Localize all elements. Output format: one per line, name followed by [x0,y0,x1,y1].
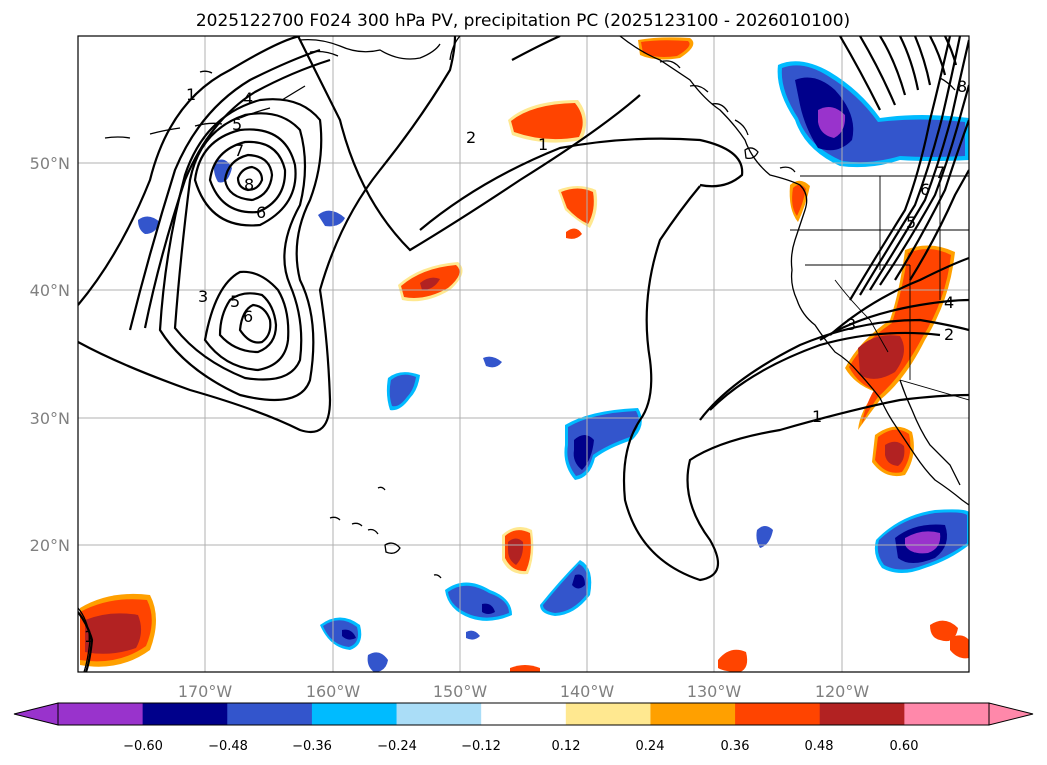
colorbar-tick: 0.60 [890,739,919,754]
colorbar-cell [481,703,567,725]
contour-label: 2 [466,128,476,147]
coastlines [78,36,969,672]
colorbar-cell [650,703,736,725]
colorbar-tick: −0.24 [377,739,417,754]
contour-label: 6 [920,180,930,199]
contour-label: 5 [906,213,916,232]
colorbar-tick: −0.60 [123,739,163,754]
colorbar-extend-low-outline [13,702,59,726]
colorbar-tick: 0.12 [552,739,581,754]
colorbar-extend-high-outline [988,702,1034,726]
contour-label: 5 [232,115,242,134]
contour-label: 6 [243,307,253,326]
precip-negative-areas [138,61,969,672]
pv-contours [78,36,969,672]
colorbar-tick: 0.36 [721,739,750,754]
colorbar-cell [58,703,144,725]
contour-label: 1 [538,135,548,154]
contour-label: 1 [84,627,94,646]
contour-label: 8 [244,175,254,194]
lon-label: 130°W [687,682,742,701]
colorbar-cell [227,703,313,725]
lon-label: 170°W [178,682,233,701]
contour-label: 8 [957,77,967,96]
contour-label: 4 [243,89,253,108]
colorbar-cell [311,703,398,725]
colorbar-cell [565,703,651,725]
map-frame [77,35,970,673]
colorbar-cell [142,703,228,725]
contour-label: 7 [234,141,244,160]
lat-label: 50°N [30,154,70,173]
colorbar-tick: 0.24 [636,739,665,754]
contour-labels: 1 4 5 7 8 6 3 5 6 2 1 3 4 2 1 6 5 7 8 1 [84,77,967,646]
colorbar-extend-high [989,703,1033,725]
colorbar-extend-low [14,703,58,725]
contour-label: 1 [812,407,822,426]
contour-label: 4 [944,293,954,312]
contour-label: 3 [846,315,856,334]
longitude-labels: 170°W 160°W 150°W 140°W 130°W 120°W [178,682,870,701]
colorbar-cell [904,703,990,725]
lon-label: 150°W [433,682,488,701]
colorbar-cell [396,703,482,725]
lat-label: 30°N [30,409,70,428]
contour-label: 3 [198,287,208,306]
latitude-labels: 50°N 40°N 30°N 20°N [30,154,70,555]
colorbar-tick: −0.12 [461,739,501,754]
colorbar-tick: −0.36 [292,739,332,754]
map-title: 2025122700 F024 300 hPa PV, precipitatio… [196,11,850,31]
lon-label: 120°W [815,682,870,701]
lat-label: 40°N [30,281,70,300]
lat-label: 20°N [30,536,70,555]
contour-label: 7 [935,163,945,182]
contour-label: 1 [186,85,196,104]
lon-label: 140°W [560,682,615,701]
colorbar-tick: −0.48 [208,739,248,754]
contour-label: 2 [944,325,954,344]
contour-label: 5 [230,292,240,311]
colorbar: −0.60 −0.48 −0.36 −0.24 −0.12 0.12 0.24 … [13,702,1034,754]
colorbar-cell [819,703,905,725]
colorbar-tick: 0.48 [805,739,834,754]
lon-label: 160°W [306,682,361,701]
contour-label: 6 [256,203,266,222]
map-content: 1 4 5 7 8 6 3 5 6 2 1 3 4 2 1 6 5 7 8 1 [78,36,969,672]
colorbar-cell [735,703,821,725]
